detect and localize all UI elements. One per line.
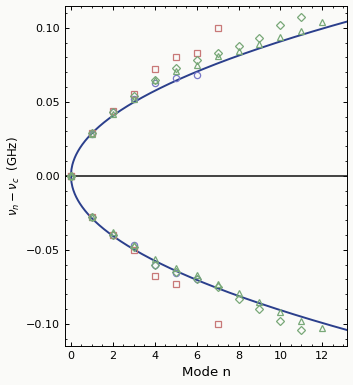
Y-axis label: $\nu_n - \nu_c$  (GHz): $\nu_n - \nu_c$ (GHz)	[6, 136, 22, 216]
X-axis label: Mode n: Mode n	[181, 367, 231, 380]
